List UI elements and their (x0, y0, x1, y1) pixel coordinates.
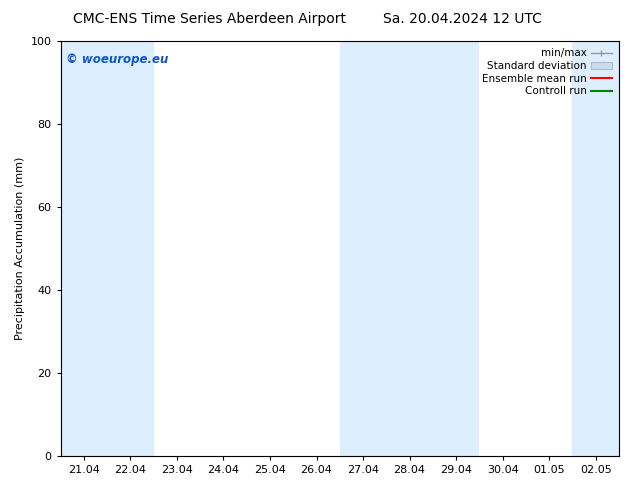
Bar (433, 41, 479, 456)
Bar (107, 41, 153, 456)
Bar (340, 41, 386, 456)
Y-axis label: Precipitation Accumulation (mm): Precipitation Accumulation (mm) (15, 157, 25, 340)
Bar (386, 41, 433, 456)
Text: Sa. 20.04.2024 12 UTC: Sa. 20.04.2024 12 UTC (384, 12, 542, 26)
Text: CMC-ENS Time Series Aberdeen Airport: CMC-ENS Time Series Aberdeen Airport (73, 12, 346, 26)
Bar (61, 41, 107, 456)
Bar (573, 41, 619, 456)
Text: © woeurope.eu: © woeurope.eu (66, 53, 169, 67)
Legend: min/max, Standard deviation, Ensemble mean run, Controll run: min/max, Standard deviation, Ensemble me… (480, 46, 614, 98)
